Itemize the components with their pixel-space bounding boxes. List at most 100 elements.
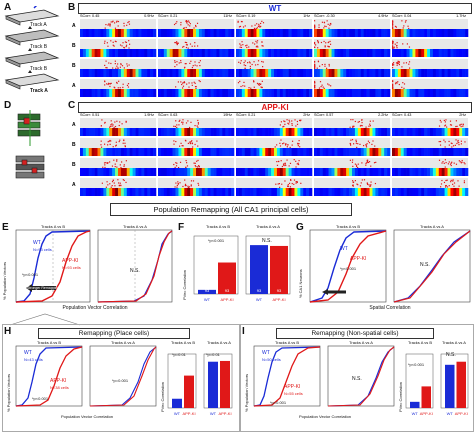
spike-dot	[241, 41, 243, 43]
spike-dot	[456, 142, 458, 145]
ratemap-bin	[166, 148, 170, 156]
ratemap-bin	[303, 49, 307, 57]
ratemap-bin	[138, 188, 142, 196]
ratemap-bin	[244, 168, 248, 176]
ratemap-bin	[319, 69, 324, 77]
ratemap-bin	[282, 89, 286, 97]
spike-dot	[102, 166, 104, 168]
ratemap-bin	[343, 49, 347, 57]
ratemap-bin	[175, 188, 179, 196]
scorr-label: SCorr: 0.19	[236, 14, 255, 18]
spike-dot	[355, 164, 358, 166]
ratemap-bin	[409, 188, 413, 196]
ratemap-bin	[291, 168, 295, 176]
ratemap-bin	[253, 128, 257, 136]
bar-category-label: WT	[210, 411, 217, 416]
spike-dot	[280, 139, 282, 141]
spike-dot	[117, 25, 119, 27]
ratemap-bin	[441, 128, 445, 136]
ratemap-bin	[303, 69, 307, 77]
spike-dot	[454, 144, 456, 146]
spike-dot	[394, 83, 397, 85]
spike-dot	[352, 181, 355, 183]
ratemap-bin	[115, 89, 119, 97]
ratemap-bin	[441, 69, 445, 77]
ratemap-bin	[123, 188, 128, 196]
scorr-label: SCorr: 0.57	[314, 113, 333, 117]
spike-dot	[244, 64, 247, 67]
spike-dot	[288, 123, 290, 125]
ratemap-bin	[294, 128, 298, 136]
spike-dot	[260, 86, 262, 88]
ratemap-bin	[118, 188, 122, 196]
ratemap-bin	[412, 148, 416, 156]
ratemap-bin	[97, 148, 101, 156]
ratemap-bin	[88, 128, 92, 136]
spike-dot	[455, 139, 457, 141]
bar-n-label: 93	[225, 288, 230, 293]
ratemap-bin	[366, 69, 370, 77]
ratemap-bin	[378, 168, 382, 176]
ratemap-bin	[144, 49, 148, 57]
ratemap-bin	[153, 128, 157, 136]
spike-dot	[392, 85, 394, 87]
ratemap-bin	[322, 69, 326, 77]
ratemap-bin	[400, 148, 404, 156]
ratemap-bin	[144, 29, 148, 37]
ratemap-bin	[427, 49, 431, 57]
panel-e-label: E	[2, 222, 9, 233]
spike-dot	[110, 40, 112, 42]
ratemap-bin	[153, 69, 157, 77]
ratemap-bin	[314, 128, 318, 136]
spike-dot	[444, 121, 446, 123]
ratemap-bin	[115, 69, 119, 77]
ratemap-bin	[288, 148, 292, 156]
scorr-label: SCorr: 0.43	[392, 113, 411, 117]
spike-dot	[396, 64, 398, 66]
h-wt-n: N=43 cells	[24, 357, 43, 362]
spike-dot	[328, 65, 330, 67]
ratemap-bin	[432, 128, 437, 136]
i-ylabel: % Population Vectors	[244, 373, 249, 412]
ratemap-bin	[369, 128, 373, 136]
ratemap-bin	[97, 168, 101, 176]
ratemap-bin	[331, 29, 335, 37]
spike-dot	[361, 119, 363, 121]
spike-dot	[180, 24, 182, 26]
spike-dot	[197, 145, 199, 147]
spike-dot	[351, 159, 354, 161]
ratemap-bin	[291, 29, 295, 37]
spike-dot	[253, 61, 255, 63]
ratemap-bin	[241, 188, 246, 196]
spike-dot	[446, 186, 449, 188]
spike-dot	[352, 180, 354, 182]
ratemap-bin	[384, 29, 388, 37]
spike-dot	[445, 119, 447, 121]
ratemap-bin	[435, 89, 440, 97]
spike-dot	[110, 62, 112, 65]
spike-dot	[261, 86, 263, 89]
ratemap-bin	[424, 29, 428, 37]
ratemap-bin	[352, 49, 356, 57]
spike-dot	[199, 80, 201, 83]
ratemap-bin	[120, 69, 125, 77]
ratemap-bin	[141, 49, 145, 57]
spike-dot	[194, 61, 196, 63]
spike-dot	[122, 86, 124, 89]
spike-dot	[178, 120, 180, 122]
trajectory-strip	[80, 138, 156, 148]
spike-dot	[319, 81, 322, 83]
spike-dot	[439, 140, 442, 143]
ratemap-bin	[441, 49, 445, 57]
spike-dot	[242, 85, 244, 87]
track-label-3: Track B	[30, 66, 48, 72]
ratemap-bin	[109, 168, 113, 176]
ratemap-bin	[343, 29, 347, 37]
ratemap-bin	[415, 148, 419, 156]
spike-dot	[463, 180, 465, 182]
ratemap-bin	[129, 69, 133, 77]
ratemap-bin	[274, 128, 278, 136]
spike-dot	[369, 123, 371, 125]
spike-dot	[356, 165, 358, 167]
spike-dot	[254, 24, 256, 26]
